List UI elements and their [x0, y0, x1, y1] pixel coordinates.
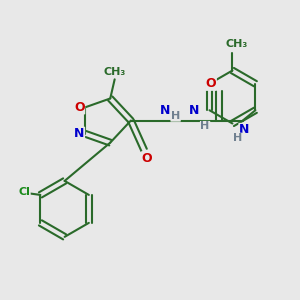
Text: O: O: [142, 152, 152, 165]
Text: N: N: [160, 104, 170, 117]
Text: H: H: [233, 133, 242, 143]
Text: O: O: [74, 101, 85, 114]
Text: CH₃: CH₃: [103, 67, 126, 77]
Text: Cl: Cl: [18, 187, 30, 197]
Text: N: N: [239, 124, 249, 136]
Text: N: N: [74, 127, 85, 140]
Text: N: N: [189, 104, 200, 117]
Text: O: O: [206, 77, 216, 90]
Text: H: H: [171, 111, 180, 121]
Text: CH₃: CH₃: [226, 39, 248, 49]
Text: H: H: [200, 122, 210, 131]
